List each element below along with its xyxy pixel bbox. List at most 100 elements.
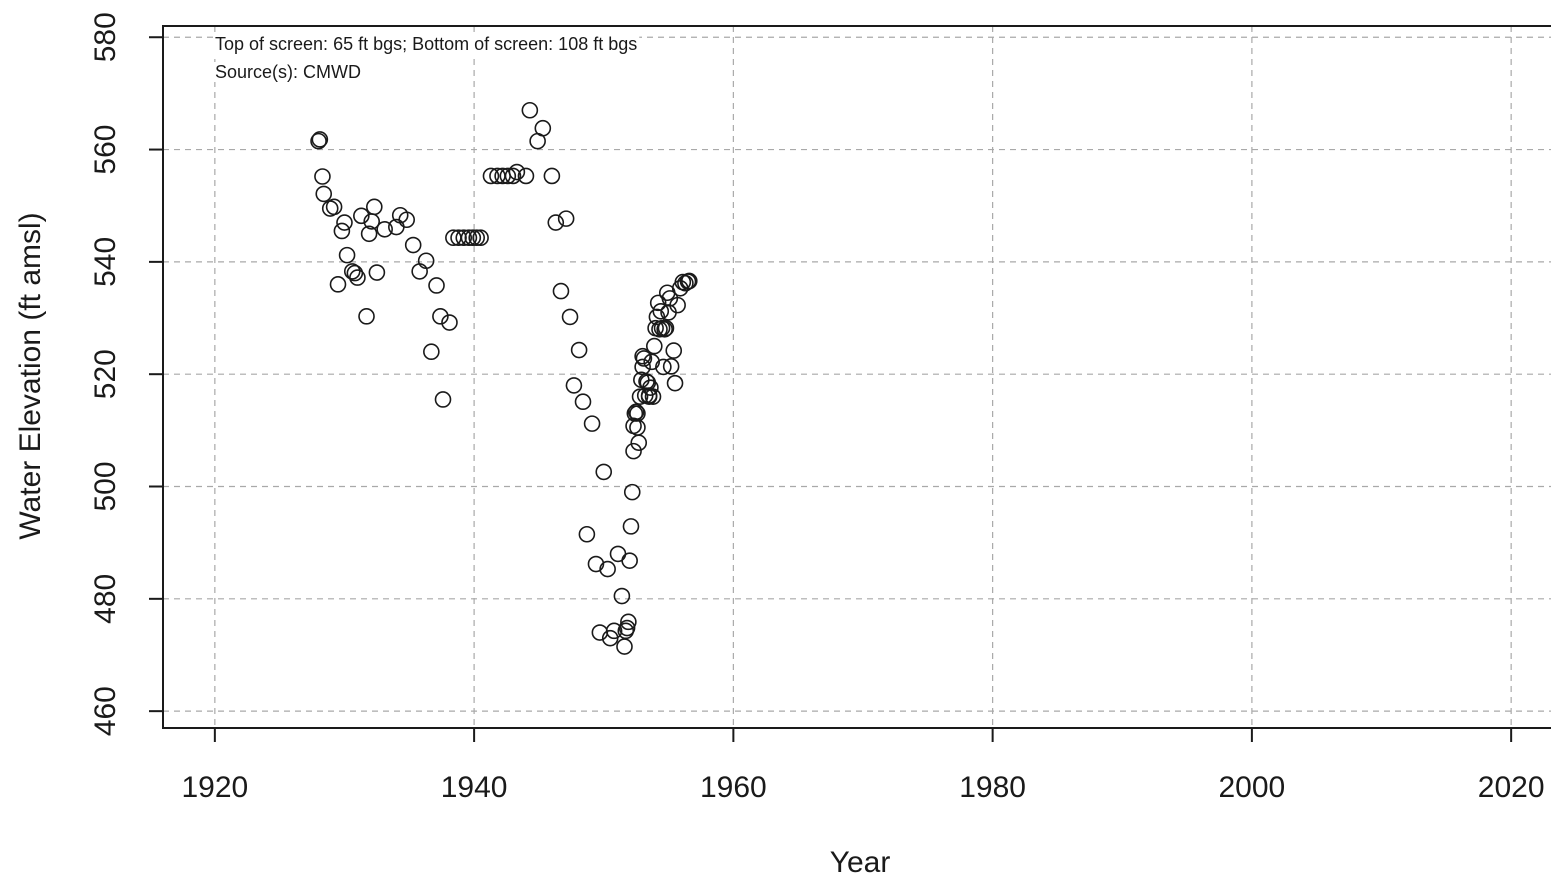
y-tick-label: 580 bbox=[89, 12, 122, 62]
y-tick-label: 480 bbox=[89, 574, 122, 624]
data-point bbox=[311, 131, 329, 148]
data-point bbox=[468, 229, 486, 247]
data-point bbox=[411, 263, 428, 280]
x-tick-label: 1960 bbox=[700, 771, 767, 804]
data-point bbox=[583, 415, 601, 432]
data-point bbox=[346, 264, 364, 282]
data-point bbox=[677, 274, 694, 292]
data-point bbox=[642, 379, 659, 396]
data-point bbox=[455, 229, 473, 247]
source-annotation: Source(s): CMWD bbox=[215, 62, 361, 82]
data-point bbox=[613, 587, 631, 605]
data-point bbox=[629, 405, 646, 422]
x-axis: 1920 1940 1960 1980 2000 2020 bbox=[181, 728, 1545, 804]
data-point bbox=[314, 168, 331, 185]
plot-frame bbox=[162, 25, 1551, 729]
data-point bbox=[543, 167, 561, 185]
screen-depth-annotation: Top of screen: 65 ft bgs; Bottom of scre… bbox=[215, 34, 637, 54]
data-point bbox=[417, 252, 435, 270]
data-point bbox=[504, 167, 522, 185]
x-tick-label: 1980 bbox=[959, 771, 1026, 804]
data-point bbox=[652, 302, 670, 320]
grid-lines bbox=[163, 26, 1551, 728]
data-point bbox=[630, 434, 648, 452]
data-points bbox=[310, 101, 698, 655]
annotation-background bbox=[213, 34, 640, 54]
data-point bbox=[325, 198, 343, 216]
data-point bbox=[616, 638, 633, 655]
data-point bbox=[621, 552, 638, 569]
data-point bbox=[482, 167, 500, 185]
data-point bbox=[428, 277, 445, 294]
y-tick-label: 560 bbox=[89, 125, 122, 175]
data-point bbox=[634, 347, 651, 365]
data-point bbox=[432, 308, 449, 325]
data-point bbox=[434, 391, 452, 408]
data-point bbox=[336, 214, 353, 231]
data-point bbox=[645, 337, 663, 355]
data-point bbox=[649, 294, 667, 312]
data-point bbox=[609, 545, 627, 563]
data-point bbox=[329, 276, 347, 293]
x-tick-label: 2020 bbox=[1478, 771, 1545, 804]
data-point bbox=[338, 246, 356, 264]
y-axis-title: Water Elevation (ft amsl) bbox=[14, 212, 47, 539]
data-point bbox=[648, 308, 666, 326]
data-point bbox=[353, 207, 370, 225]
data-point bbox=[360, 225, 378, 243]
data-point bbox=[625, 442, 642, 460]
data-point bbox=[517, 167, 535, 185]
data-point bbox=[605, 622, 623, 640]
data-point bbox=[499, 167, 517, 185]
data-point bbox=[620, 613, 637, 631]
data-point bbox=[627, 403, 645, 421]
data-point bbox=[460, 229, 478, 247]
data-point bbox=[657, 319, 675, 337]
data-point bbox=[599, 560, 616, 578]
data-point bbox=[349, 269, 366, 286]
data-point bbox=[561, 308, 579, 326]
data-point bbox=[423, 343, 440, 361]
data-point bbox=[587, 555, 605, 573]
data-point bbox=[680, 272, 698, 290]
data-point bbox=[441, 314, 458, 331]
data-point bbox=[315, 185, 333, 203]
data-point bbox=[644, 388, 662, 405]
data-point bbox=[618, 619, 636, 637]
data-point bbox=[310, 132, 327, 150]
data-point bbox=[376, 220, 393, 238]
data-point bbox=[365, 198, 383, 216]
data-point bbox=[578, 525, 596, 543]
data-point bbox=[557, 210, 575, 227]
data-point bbox=[665, 342, 683, 359]
data-point bbox=[358, 308, 375, 325]
data-point bbox=[508, 163, 526, 181]
data-point bbox=[534, 119, 552, 137]
data-point bbox=[343, 263, 361, 280]
y-tick-label: 500 bbox=[89, 461, 122, 511]
data-point bbox=[655, 358, 672, 376]
data-point bbox=[666, 374, 684, 392]
y-tick-label: 460 bbox=[89, 686, 122, 736]
data-point bbox=[472, 229, 489, 247]
data-point bbox=[656, 320, 673, 338]
x-axis-title: Year bbox=[830, 846, 891, 879]
data-point bbox=[622, 518, 640, 535]
data-point bbox=[623, 483, 641, 501]
y-tick-label: 540 bbox=[89, 237, 122, 287]
x-tick-label: 2000 bbox=[1219, 771, 1286, 804]
data-point bbox=[398, 211, 416, 229]
data-point bbox=[552, 282, 570, 300]
x-tick-label: 1940 bbox=[441, 771, 508, 804]
data-point bbox=[669, 296, 686, 314]
data-point bbox=[574, 393, 592, 411]
y-tick-label: 520 bbox=[89, 349, 122, 399]
data-point bbox=[643, 353, 661, 371]
data-point bbox=[662, 358, 680, 375]
data-point bbox=[547, 214, 565, 231]
data-point bbox=[404, 236, 422, 254]
data-point bbox=[635, 350, 653, 367]
data-point bbox=[565, 377, 583, 394]
data-point bbox=[333, 222, 351, 240]
